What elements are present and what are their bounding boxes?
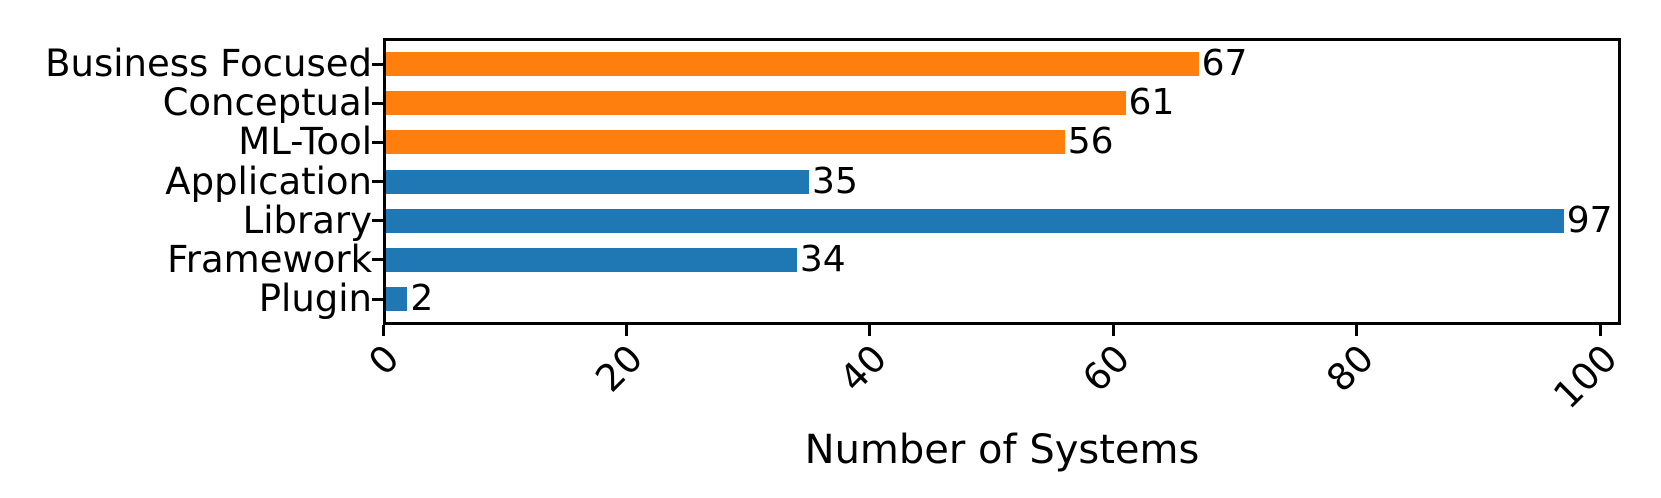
- bar-ml-tool: [386, 130, 1065, 155]
- category-label-framework: Framework: [167, 237, 372, 281]
- x-tick-mark: [1598, 325, 1602, 336]
- x-tick-label-60: 60: [1074, 336, 1139, 401]
- bar-value-label-conceptual: 61: [1128, 82, 1175, 124]
- bar-business-focused: [386, 52, 1199, 76]
- category-label-business-focused: Business Focused: [45, 42, 372, 85]
- category-label-ml-tool: ML-Tool: [238, 120, 372, 164]
- y-tick-mark: [372, 297, 383, 301]
- y-tick-mark: [372, 180, 383, 183]
- category-label-library: Library: [242, 198, 372, 242]
- bar-value-label-framework: 34: [799, 238, 846, 280]
- x-tick-mark: [1355, 325, 1359, 336]
- x-axis-label: Number of Systems: [804, 427, 1200, 473]
- x-tick-mark: [868, 325, 872, 336]
- x-tick-mark: [1111, 325, 1115, 336]
- y-tick-mark: [372, 258, 383, 262]
- category-label-conceptual: Conceptual: [162, 81, 372, 125]
- x-tick-mark: [381, 325, 385, 336]
- bar-plugin: [386, 287, 408, 311]
- bar-framework: [386, 247, 797, 272]
- x-tick-mark: [624, 325, 628, 336]
- x-tick-label-80: 80: [1318, 336, 1382, 401]
- y-tick-mark: [372, 140, 383, 144]
- x-tick-label-40: 40: [831, 336, 895, 401]
- x-tick-label-20: 20: [587, 336, 652, 401]
- bar-value-label-business-focused: 67: [1201, 43, 1248, 84]
- x-tick-label-100: 100: [1544, 336, 1626, 417]
- bar-value-label-application: 35: [812, 160, 858, 202]
- category-label-plugin: Plugin: [258, 277, 372, 320]
- bar-value-label-ml-tool: 56: [1067, 121, 1114, 163]
- x-tick-label-0: 0: [360, 336, 408, 384]
- bar-value-label-plugin: 2: [410, 278, 434, 319]
- bar-library: [386, 208, 1564, 233]
- y-tick-mark: [372, 219, 383, 223]
- y-tick-mark: [372, 62, 383, 66]
- y-tick-mark: [372, 101, 383, 105]
- plot-area: 67 61 56 35 97 34 2: [383, 38, 1621, 325]
- bar-conceptual: [386, 91, 1126, 116]
- bar-value-label-library: 97: [1566, 199, 1613, 241]
- category-label-application: Application: [165, 159, 372, 203]
- bar-application: [386, 169, 810, 194]
